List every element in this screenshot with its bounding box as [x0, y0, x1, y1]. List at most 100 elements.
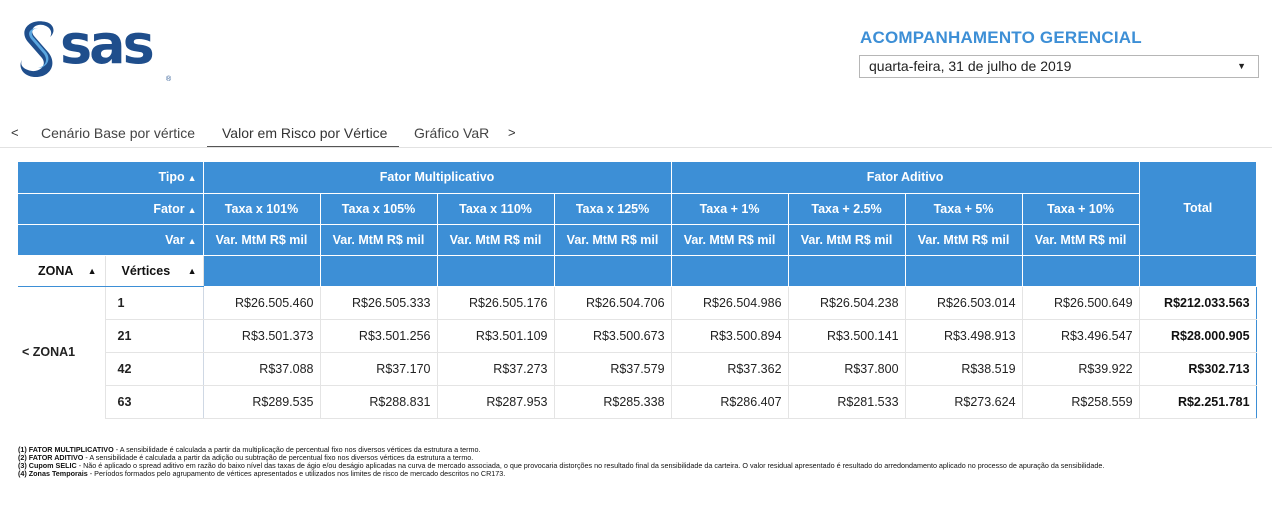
value-cell: R$281.533 — [788, 385, 906, 419]
tab-cenario-base[interactable]: Cenário Base por vértice — [41, 125, 196, 141]
footnote-text: - Períodos formados pelo agrupamento de … — [87, 469, 506, 478]
empty-header-cell — [788, 255, 906, 287]
table-row: 42 R$37.088 R$37.170 R$37.273 R$37.579 R… — [18, 352, 1257, 386]
table-row: < ZONA1 1 R$26.505.460 R$26.505.333 R$26… — [18, 286, 1257, 418]
factor-header[interactable]: Taxa + 2.5% — [788, 193, 906, 225]
value-cell: R$26.505.176 — [437, 286, 555, 320]
value-cell: R$39.922 — [1022, 352, 1140, 386]
footnote-text: - A sensibilidade é calculada a partir d… — [113, 445, 481, 454]
value-cell: R$26.504.986 — [671, 286, 789, 320]
value-cell: R$26.505.460 — [202, 286, 321, 320]
factor-header[interactable]: Taxa + 5% — [905, 193, 1023, 225]
sort-asc-icon: ▲ — [187, 204, 197, 215]
value-cell: R$37.170 — [320, 352, 438, 386]
sas-swoosh-icon — [20, 21, 54, 78]
value-cell: R$26.504.238 — [788, 286, 906, 320]
factor-header[interactable]: Taxa x 125% — [554, 193, 672, 225]
column-header-vertices[interactable]: Vértices ▲ — [105, 255, 204, 287]
footnote-text: - Não é aplicado o spread aditivo em raz… — [76, 461, 1105, 470]
zona-collapse-toggle[interactable]: < ZONA1 — [18, 286, 106, 418]
group-fator-aditivo[interactable]: Fator Aditivo — [671, 162, 1140, 194]
value-cell: R$3.500.141 — [788, 319, 906, 353]
date-dropdown-value: quarta-feira, 31 de julho de 2019 — [869, 58, 1072, 74]
value-cell: R$286.407 — [671, 385, 789, 419]
tab-grafico-var[interactable]: Gráfico VaR — [414, 125, 490, 141]
footnote-text: - A sensibilidade é calculada a partir d… — [83, 453, 474, 462]
column-header-vertices-label: Vértices — [121, 263, 171, 278]
empty-header-cell — [1022, 255, 1140, 287]
var-header[interactable]: Var. MtM R$ mil — [1022, 224, 1140, 256]
vertice-cell: 63 — [105, 385, 204, 419]
var-header[interactable]: Var. MtM R$ mil — [320, 224, 438, 256]
var-header[interactable]: Var. MtM R$ mil — [437, 224, 555, 256]
footnote-title: (4) Zonas Temporais — [18, 469, 88, 478]
table-row: 63 R$289.535 R$288.831 R$287.953 R$285.3… — [18, 385, 1257, 419]
empty-header-cell — [437, 255, 555, 287]
sort-asc-icon: ▲ — [187, 235, 197, 246]
empty-header-cell — [203, 255, 321, 287]
value-cell: R$3.496.547 — [1022, 319, 1140, 353]
footnotes: (1) FATOR MULTIPLICATIVO - A sensibilida… — [18, 446, 1268, 478]
tab-divider — [0, 147, 1272, 148]
logo-wordmark: sas — [60, 13, 155, 76]
var-header[interactable]: Var. MtM R$ mil — [671, 224, 789, 256]
value-cell: R$37.273 — [437, 352, 555, 386]
factor-header[interactable]: Taxa x 101% — [203, 193, 321, 225]
footnote-title: (3) Cupom SELIC — [18, 461, 77, 470]
var-header[interactable]: Var. MtM R$ mil — [788, 224, 906, 256]
factor-header[interactable]: Taxa x 105% — [320, 193, 438, 225]
empty-header-cell — [671, 255, 789, 287]
empty-header-cell — [905, 255, 1023, 287]
footnote-title: (2) FATOR ADITIVO — [18, 453, 84, 462]
value-cell: R$37.800 — [788, 352, 906, 386]
value-cell: R$3.500.894 — [671, 319, 789, 353]
value-cell: R$37.362 — [671, 352, 789, 386]
value-cell: R$26.503.014 — [905, 286, 1023, 320]
total-cell: R$28.000.905 — [1139, 319, 1257, 353]
sas-logo: sas ® — [16, 16, 171, 83]
var-header[interactable]: Var. MtM R$ mil — [905, 224, 1023, 256]
var-table: Tipo ▲ Fator Multiplicativo Fator Aditivo… — [18, 162, 1257, 419]
header-var[interactable]: Var ▲ — [18, 224, 204, 256]
empty-header-cell — [554, 255, 672, 287]
header-fator-label: Fator — [153, 201, 185, 216]
value-cell: R$3.498.913 — [905, 319, 1023, 353]
header-var-label: Var — [165, 232, 185, 247]
factor-header[interactable]: Taxa + 10% — [1022, 193, 1140, 225]
value-cell: R$26.505.333 — [320, 286, 438, 320]
group-fator-multiplicativo[interactable]: Fator Multiplicativo — [203, 162, 672, 194]
value-cell: R$3.501.256 — [320, 319, 438, 353]
chevron-down-icon: ▼ — [1237, 61, 1246, 71]
logo-registered-mark: ® — [166, 76, 172, 83]
tab-valor-em-risco[interactable]: Valor em Risco por Vértice — [222, 125, 388, 141]
factor-header[interactable]: Taxa x 110% — [437, 193, 555, 225]
value-cell: R$38.519 — [905, 352, 1023, 386]
value-cell: R$3.501.109 — [437, 319, 555, 353]
footnote: (1) FATOR MULTIPLICATIVO - A sensibilida… — [18, 446, 1268, 454]
sort-asc-icon: ▲ — [187, 265, 197, 276]
tab-scroll-left-icon[interactable]: < — [11, 125, 19, 140]
value-cell: R$3.501.373 — [202, 319, 321, 353]
total-cell: R$2.251.781 — [1139, 385, 1257, 419]
header-fator[interactable]: Fator ▲ — [18, 193, 204, 225]
var-header[interactable]: Var. MtM R$ mil — [554, 224, 672, 256]
var-header[interactable]: Var. MtM R$ mil — [203, 224, 321, 256]
footnote: (3) Cupom SELIC - Não é aplicado o sprea… — [18, 462, 1268, 470]
value-cell: R$285.338 — [554, 385, 672, 419]
header-tipo[interactable]: Tipo ▲ — [18, 162, 204, 194]
date-dropdown[interactable]: quarta-feira, 31 de julho de 2019 ▼ — [859, 55, 1259, 78]
sort-asc-icon: ▲ — [187, 173, 197, 184]
vertice-cell: 42 — [105, 352, 204, 386]
factor-header[interactable]: Taxa + 1% — [671, 193, 789, 225]
total-cell: R$212.033.563 — [1139, 286, 1257, 320]
vertice-cell: 21 — [105, 319, 204, 353]
value-cell: R$289.535 — [202, 385, 321, 419]
tab-scroll-right-icon[interactable]: > — [508, 125, 516, 140]
column-header-zona-label: ZONA — [38, 263, 74, 278]
empty-header-cell — [320, 255, 438, 287]
sort-asc-icon: ▲ — [87, 265, 97, 276]
footnote: (2) FATOR ADITIVO - A sensibilidade é ca… — [18, 454, 1268, 462]
column-header-zona[interactable]: ZONA ▲ — [18, 255, 106, 287]
value-cell: R$287.953 — [437, 385, 555, 419]
header-total[interactable]: Total — [1139, 162, 1257, 256]
